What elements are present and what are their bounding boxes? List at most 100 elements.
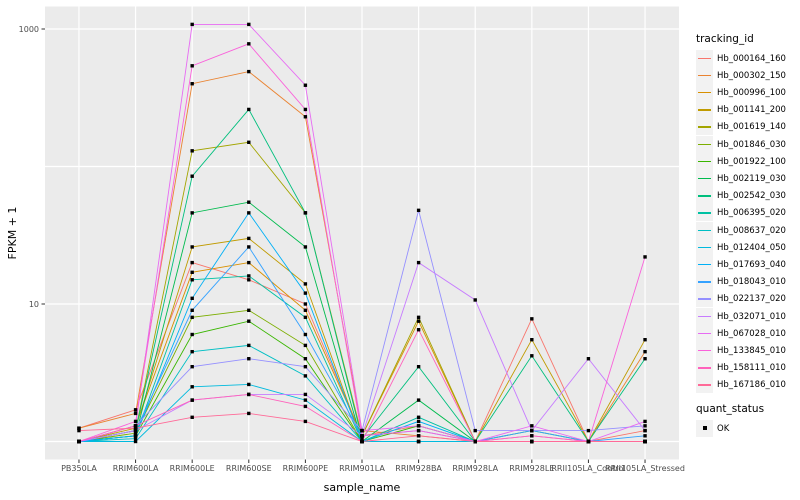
legend-color-swatch [698,74,711,77]
legend-key-line-icon [696,376,713,394]
legend-label: Hb_012404_050 [717,242,786,253]
data-point [190,82,194,86]
data-point [530,424,534,428]
legend-key-line-icon [696,324,713,342]
data-point [586,439,591,444]
legend-color-swatch [698,332,711,335]
data-point [360,434,364,438]
legend-label: Hb_001619_140 [717,122,786,133]
data-point [416,439,421,444]
data-point [190,296,194,301]
data-point [190,270,194,275]
legend-key-line-icon [696,187,713,205]
legend-color-swatch [698,367,711,369]
legend-color-swatch [698,109,711,111]
x-tick-label: RRIM901LA [339,464,385,473]
axis-tick-marks [41,28,646,463]
x-tick-label: PB350LA [61,464,97,473]
legend-key-line-icon [696,204,713,222]
data-point [247,107,251,112]
data-point [247,69,251,74]
legend-color-swatch [698,143,711,146]
data-point [190,22,194,27]
data-point [643,338,647,342]
data-point [416,328,421,332]
data-point [360,439,364,444]
data-point [303,398,308,402]
data-point [416,319,421,323]
legend-key-line-icon [696,359,713,377]
legend-color-swatch [698,57,711,60]
data-point [530,434,534,438]
data-point [303,291,308,295]
data-point [303,302,308,306]
data-point [303,282,308,286]
data-point [303,107,308,112]
data-point [303,245,308,249]
data-point [247,140,251,144]
data-point [247,236,251,241]
legend-color-swatch [698,315,711,318]
data-point [190,64,194,68]
x-tick-label: RRIM600PE [283,464,329,473]
legend-color-swatch [698,246,711,249]
legend-shape-swatch [702,426,707,430]
data-point [303,419,308,424]
legend-label: Hb_006395_020 [717,208,786,219]
data-point [133,426,138,430]
legend-key-line-icon [696,238,713,256]
data-point [190,149,194,153]
data-point [416,434,421,438]
data-point [643,419,647,424]
data-point [303,404,308,409]
data-point [416,364,421,369]
data-point [303,374,308,378]
legend-key-line-icon [696,83,713,101]
panel-group [45,6,679,460]
legend-key-line-icon [696,118,713,136]
data-point [190,349,194,354]
data-point [586,428,591,433]
legend-label: Hb_008637_020 [717,225,786,236]
series-points [77,22,647,444]
data-point [586,357,591,361]
data-point [530,338,534,342]
data-point [133,436,138,441]
legend-label: OK [717,423,730,434]
data-point [190,245,194,249]
data-point [416,260,421,265]
data-point [303,211,308,215]
legend-label: Hb_067028_010 [717,328,786,339]
x-axis-title: sample_name [324,481,401,494]
vertical-gridlines [78,6,646,460]
legend-color-swatch [698,263,711,266]
data-point [247,278,251,282]
data-point [643,439,647,444]
data-point [473,439,477,444]
data-point [416,428,421,433]
x-tick-label: RRIM600SE [226,464,272,473]
data-point [303,308,308,312]
legend-key-line-icon [696,221,713,239]
data-point [190,315,194,320]
data-point [643,357,647,361]
data-point [77,426,81,430]
legend-color-swatch [698,195,711,197]
y-axis-tick-labels: 1000 10 [19,25,39,309]
data-point [133,408,138,412]
data-point [247,211,251,215]
data-point [303,83,308,87]
data-point [133,428,138,433]
data-point [133,434,138,438]
data-point [190,174,194,178]
data-point [303,332,308,337]
data-point [133,431,138,435]
legend-color-swatch [698,281,711,283]
data-point [530,354,534,358]
y-tick-label: 10 [29,300,39,309]
data-point [643,255,647,259]
data-point [303,392,308,397]
legend-label: Hb_022137_020 [717,294,786,305]
data-point [190,278,194,282]
